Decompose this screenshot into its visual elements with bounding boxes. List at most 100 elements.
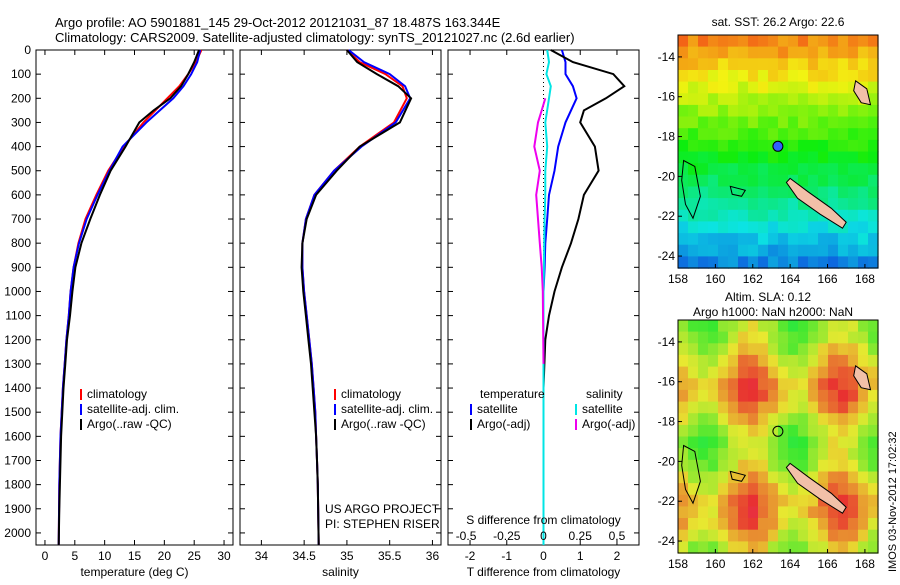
map-cell: [798, 320, 809, 333]
map-cell: [678, 483, 689, 496]
map-cell: [718, 174, 729, 188]
map-cell: [798, 448, 809, 461]
map-cell: [718, 46, 729, 59]
map-cell: [838, 104, 849, 118]
map-cell: [698, 471, 709, 484]
map-cell: [818, 436, 829, 449]
map-cell: [698, 366, 709, 379]
map-cell: [868, 518, 879, 531]
map-cell: [728, 354, 739, 368]
map-cell: [828, 331, 839, 344]
map-cell: [778, 366, 789, 379]
map-cell: [688, 58, 699, 71]
map-cell: [768, 104, 779, 118]
x-tick-label: 25: [188, 549, 202, 563]
map-cell: [798, 378, 809, 391]
legend-label: Argo(-adj): [477, 417, 530, 431]
map-cell: [778, 163, 789, 176]
map-cell: [718, 436, 729, 449]
map-cell: [738, 163, 749, 176]
map-cell: [708, 424, 719, 438]
map-cell: [678, 494, 689, 508]
figure-title-line2: Climatology: CARS2009. Satellite-adjuste…: [55, 30, 575, 45]
map-cell: [768, 46, 779, 59]
map-cell: [828, 471, 839, 484]
map-y-tick-label: -14: [658, 50, 676, 64]
map-cell: [808, 471, 819, 484]
series-line-differences-3: [533, 98, 547, 364]
map-cell: [778, 529, 789, 542]
map-cell: [868, 256, 879, 269]
x-tick-label: 35.5: [378, 549, 402, 563]
map-cell: [788, 81, 799, 94]
map-cell: [778, 413, 789, 426]
map-cell: [738, 459, 749, 473]
map-cell: [718, 424, 729, 438]
map-cell: [798, 483, 809, 496]
map-cell: [728, 70, 739, 83]
map-cell: [848, 506, 859, 519]
map-cell: [698, 81, 709, 94]
map-cell: [858, 483, 869, 496]
s-tick-label: 0.25: [569, 529, 593, 543]
y-tick-label: 1800: [4, 478, 31, 492]
map-cell: [748, 198, 759, 211]
map-cell: [818, 459, 829, 473]
map-cell: [828, 413, 839, 426]
map-cell: [718, 331, 729, 344]
map-cell: [708, 70, 719, 83]
map-cell: [798, 331, 809, 344]
map-cell: [728, 494, 739, 508]
map-cell: [698, 35, 709, 48]
map-cell: [768, 401, 779, 414]
map-cell: [728, 35, 739, 48]
map-cell: [748, 494, 759, 508]
map-cell: [828, 163, 839, 176]
map-cell: [798, 389, 809, 403]
map-cell: [748, 35, 759, 48]
reef-contour: [729, 185, 747, 197]
map-cell: [678, 320, 689, 333]
map-cell: [698, 354, 709, 368]
map-cell: [688, 244, 699, 257]
map-cell: [738, 529, 749, 542]
map-cell: [868, 221, 879, 234]
map-cell: [868, 186, 879, 199]
map-cell: [738, 448, 749, 461]
reef-contour: [729, 470, 747, 482]
map-cell: [848, 70, 859, 83]
map-cell: [858, 151, 869, 164]
map-cell: [758, 389, 769, 403]
map-cell: [698, 198, 709, 211]
map-cell: [778, 70, 789, 83]
map-cell: [688, 541, 699, 554]
map-cell: [728, 186, 739, 199]
map-cell: [778, 320, 789, 333]
map-cell: [818, 58, 829, 71]
map-cell: [858, 436, 869, 449]
map-cell: [778, 244, 789, 257]
map-cell: [778, 221, 789, 234]
map-cell: [778, 58, 789, 71]
map-cell: [788, 494, 799, 508]
map-cell: [748, 424, 759, 438]
map-cell: [718, 541, 729, 554]
map-cell: [748, 163, 759, 176]
x-tick-label: 34: [255, 549, 269, 563]
map-cell: [808, 401, 819, 414]
map-cell: [768, 494, 779, 508]
map-cell: [818, 529, 829, 542]
map-cell: [808, 343, 819, 356]
map-y-tick-label: -22: [658, 209, 676, 223]
map-cell: [788, 506, 799, 519]
map-cell: [848, 518, 859, 531]
map-cell: [708, 233, 719, 246]
map-cell: [678, 401, 689, 414]
map-cell: [738, 541, 749, 554]
map-cell: [738, 58, 749, 71]
x-tick-label: -1: [501, 549, 512, 563]
map-cell: [868, 459, 879, 473]
map-cell: [748, 366, 759, 379]
map-cell: [738, 139, 749, 153]
map-cell: [798, 366, 809, 379]
